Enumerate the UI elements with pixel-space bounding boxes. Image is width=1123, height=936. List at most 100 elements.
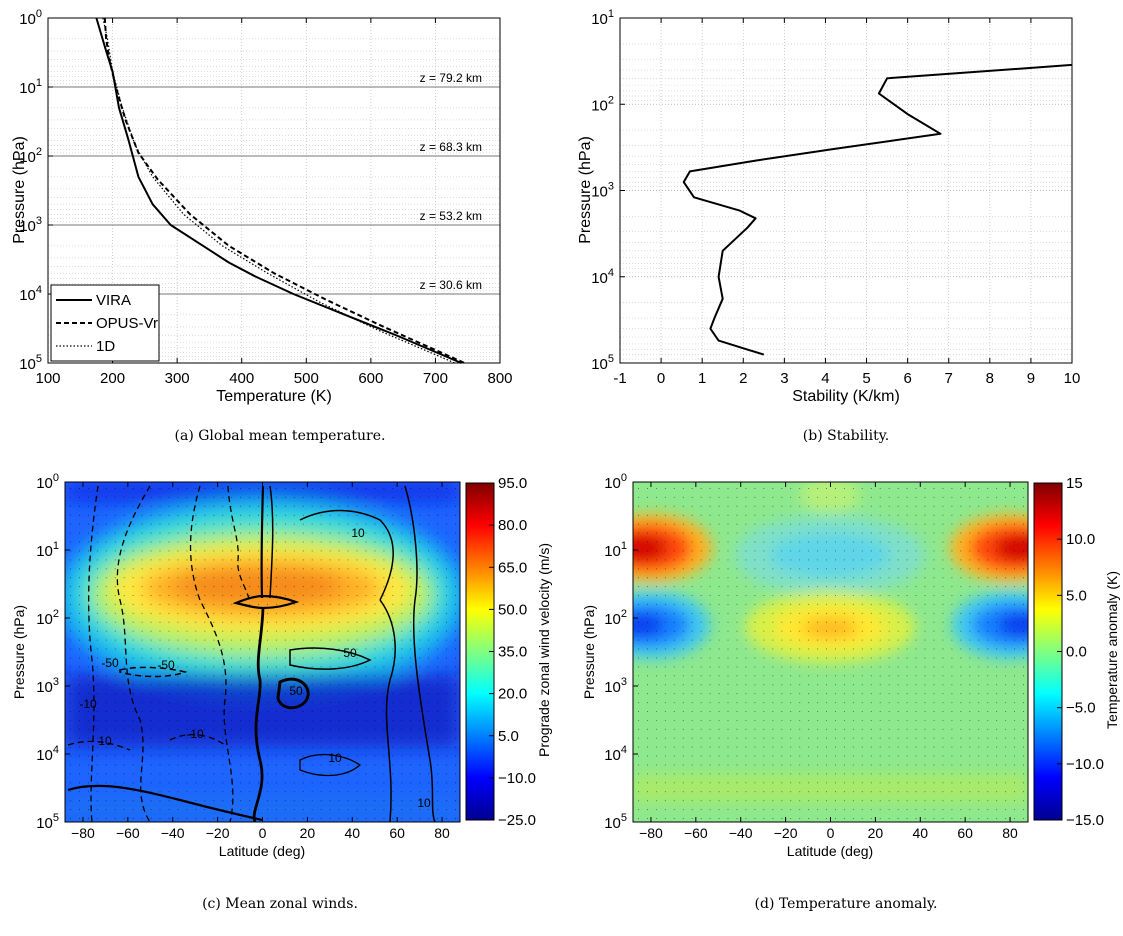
grid-dot: [87, 719, 89, 721]
grid-dot: [446, 577, 447, 579]
grid-dot: [356, 541, 358, 543]
grid-dot: [1005, 603, 1007, 605]
grid-dot: [700, 523, 702, 525]
grid-dot: [673, 773, 675, 775]
grid-dot: [781, 746, 783, 748]
grid-dot: [293, 630, 295, 632]
grid-dot: [664, 550, 666, 552]
grid-dot: [897, 550, 899, 552]
grid-dot: [302, 755, 304, 757]
grid-dot: [401, 657, 403, 659]
grid-dot: [267, 657, 268, 659]
grid-dot: [817, 702, 819, 704]
grid-dot: [114, 800, 116, 802]
grid-dot: [942, 577, 944, 579]
grid-dot: [763, 809, 765, 811]
grid-dot: [709, 577, 711, 579]
grid-dot: [302, 550, 304, 552]
grid-dot: [727, 648, 729, 650]
grid-dot: [177, 577, 179, 579]
grid-dot: [293, 773, 295, 775]
grid-dot: [691, 657, 693, 659]
grid-dot: [70, 809, 71, 811]
grid-dot: [186, 818, 188, 819]
grid-dot: [132, 773, 134, 775]
grid-dot: [356, 764, 358, 766]
grid-dot: [817, 755, 819, 757]
grid-dot: [664, 586, 666, 588]
grid-dot: [960, 559, 962, 561]
grid-dot: [87, 496, 89, 498]
grid-dot: [1014, 675, 1015, 677]
grid-dot: [96, 764, 98, 766]
grid-dot: [817, 719, 819, 721]
grid-dot: [222, 755, 224, 757]
grid-dot: [365, 577, 367, 579]
grid-dot: [843, 818, 845, 819]
grid-dot: [843, 505, 845, 507]
grid-dot: [311, 737, 313, 739]
grid-dot: [790, 719, 792, 721]
grid-dot: [177, 666, 179, 668]
grid-dot: [888, 737, 890, 739]
grid-dot: [195, 675, 197, 677]
grid-dot: [419, 773, 421, 775]
grid-dot: [888, 791, 890, 793]
grid-dot: [159, 773, 161, 775]
grid-dot: [114, 666, 116, 668]
grid-dot: [655, 764, 657, 766]
grid-dot: [302, 773, 304, 775]
grid-dot: [105, 639, 107, 641]
grid-dot: [987, 675, 989, 677]
grid-dot: [915, 809, 917, 811]
grid-dot: [302, 603, 304, 605]
grid-dot: [638, 666, 639, 668]
grid-dot: [790, 728, 792, 730]
grid-dot: [915, 568, 917, 570]
grid-dot: [240, 728, 242, 730]
grid-dot: [1014, 630, 1015, 632]
grid-dot: [177, 505, 179, 507]
grid-dot: [888, 603, 890, 605]
grid-dot: [311, 693, 313, 695]
grid-dot: [365, 639, 367, 641]
grid-dot: [978, 818, 980, 819]
grid-dot: [240, 496, 242, 498]
grid-dot: [709, 702, 711, 704]
grid-dot: [419, 702, 421, 704]
grid-dot: [924, 719, 926, 721]
grid-dot: [168, 603, 170, 605]
y-tick-label: 103: [604, 676, 627, 696]
grid-dot: [249, 496, 251, 498]
grid-dot: [897, 648, 899, 650]
grid-dot: [879, 496, 881, 498]
grid-dot: [888, 550, 890, 552]
grid-dot: [969, 702, 971, 704]
grid-dot: [275, 702, 277, 704]
grid-dot: [843, 675, 845, 677]
grid-dot: [320, 809, 322, 811]
grid-dot: [195, 595, 197, 596]
grid-dot: [213, 488, 215, 489]
grid-dot: [410, 818, 412, 819]
grid-dot: [267, 693, 268, 695]
grid-dot: [700, 693, 702, 695]
grid-dot: [302, 800, 304, 802]
grid-dot: [781, 595, 783, 596]
grid-dot: [915, 621, 917, 623]
grid-dot: [70, 800, 71, 802]
grid-dot: [772, 782, 774, 784]
grid-dot: [933, 586, 935, 588]
grid-dot: [249, 791, 251, 793]
grid-dot: [159, 809, 161, 811]
grid-dot: [338, 559, 340, 561]
grid-dot: [969, 639, 971, 641]
grid-dot: [960, 621, 962, 623]
grid-dot: [826, 666, 827, 668]
grid-dot: [222, 773, 224, 775]
grid-dot: [284, 702, 286, 704]
grid-dot: [826, 800, 827, 802]
grid-dot: [745, 541, 747, 543]
grid-dot: [347, 559, 349, 561]
